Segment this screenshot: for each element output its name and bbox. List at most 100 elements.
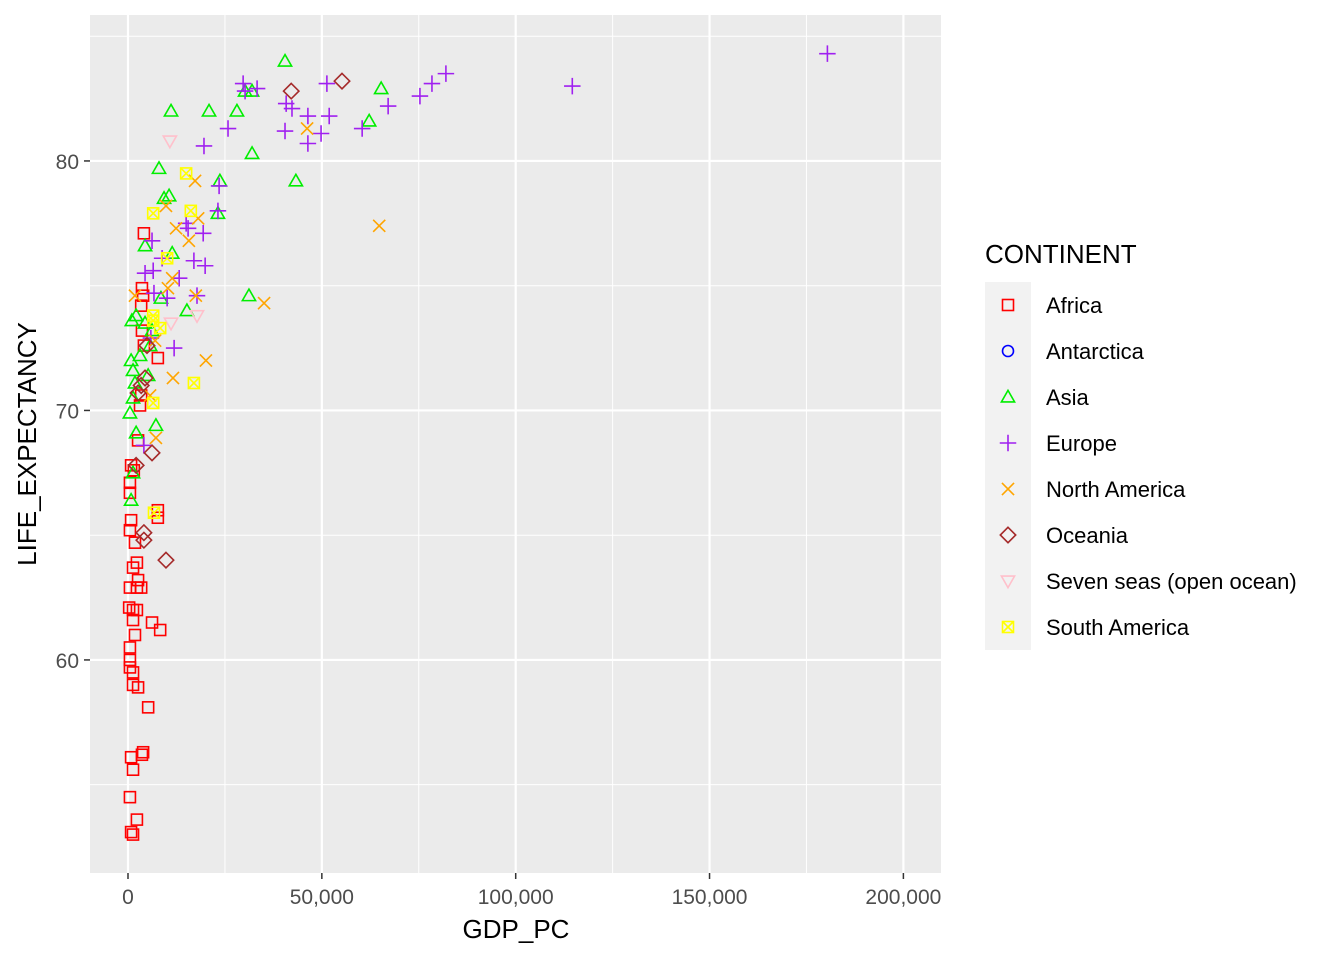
point-europe (142, 329, 160, 347)
point-asia (240, 287, 257, 302)
point-africa (130, 813, 144, 826)
x-tick-label: 50,000 (290, 886, 354, 909)
point-europe (145, 284, 163, 302)
point-europe (179, 220, 197, 237)
point-north-america (149, 431, 163, 445)
point-south-america (146, 309, 160, 322)
point-europe (196, 257, 214, 274)
point-south-america (147, 506, 161, 520)
legend-label: Oceania (1046, 523, 1129, 548)
legend-key-seven-seas-open-ocean- (1000, 575, 1016, 590)
point-asia (132, 347, 148, 362)
legend-label: Antarctica (1046, 339, 1145, 364)
point-africa (123, 523, 137, 537)
point-south-america (153, 321, 167, 335)
point-oceania (127, 456, 145, 475)
legend-key-background (985, 282, 1031, 650)
point-oceania (135, 523, 153, 542)
x-tick-label: 200,000 (865, 886, 941, 909)
point-north-america (189, 289, 203, 303)
point-asia (152, 289, 169, 304)
point-africa (141, 701, 155, 714)
point-africa (128, 628, 142, 642)
y-axis-label: LIFE_EXPECTANCY (12, 322, 42, 566)
point-asia (201, 102, 218, 117)
point-europe (136, 264, 154, 282)
point-oceania (132, 376, 151, 395)
point-europe (299, 107, 317, 125)
y-tick-label: 60 (56, 650, 79, 673)
point-europe (819, 45, 836, 62)
point-africa (124, 513, 138, 527)
point-seven-seas-open-ocean- (163, 317, 180, 332)
grid (90, 15, 941, 873)
point-oceania (135, 531, 153, 550)
point-europe (318, 75, 336, 92)
x-tick-label: 100,000 (478, 886, 554, 909)
point-asia (244, 145, 261, 160)
point-africa (134, 299, 148, 312)
x-axis-label: GDP_PC (463, 914, 570, 944)
point-africa (126, 561, 140, 574)
point-asia (163, 102, 180, 117)
point-north-america (300, 121, 314, 136)
point-africa (123, 641, 137, 654)
point-asia (123, 492, 140, 507)
point-europe (135, 437, 153, 454)
point-europe (144, 262, 162, 279)
point-africa (123, 653, 137, 667)
point-asia (121, 404, 138, 419)
point-south-america (179, 167, 193, 180)
point-africa (124, 825, 138, 839)
point-africa (153, 623, 167, 637)
legend-label: Europe (1046, 431, 1117, 456)
point-seven-seas-open-ocean- (161, 135, 178, 150)
legend-label: Asia (1046, 385, 1090, 410)
legend-key-europe (999, 434, 1017, 452)
point-europe (411, 87, 429, 105)
point-north-america (161, 281, 175, 295)
point-africa (131, 573, 145, 587)
legend-label: South America (1046, 615, 1190, 640)
legend-key-south-america (1001, 620, 1015, 634)
legend-title: CONTINENT (985, 239, 1137, 269)
point-europe (379, 97, 397, 115)
point-africa (126, 763, 140, 777)
point-europe (219, 120, 237, 137)
point-north-america (143, 388, 157, 403)
legend-key-antarctica (1001, 344, 1015, 358)
point-asia (125, 362, 142, 377)
point-asia (277, 52, 293, 67)
point-asia (128, 424, 145, 439)
point-europe (210, 177, 228, 195)
legend-label: Seven seas (open ocean) (1046, 569, 1297, 594)
legend: CONTINENT Africa Antarctica Asia Europe Nort… (985, 239, 1297, 650)
point-europe (248, 80, 266, 97)
point-oceania (138, 336, 156, 355)
point-asia (228, 102, 245, 117)
x-tick-label: 150,000 (672, 886, 748, 909)
point-africa (128, 536, 142, 549)
data-points (121, 45, 836, 841)
point-africa (126, 828, 140, 841)
point-oceania (143, 444, 161, 462)
point-africa (137, 227, 151, 240)
point-oceania (157, 551, 175, 569)
point-europe (209, 202, 227, 220)
point-europe (312, 125, 330, 142)
point-asia (140, 367, 157, 382)
y-tick-label: 70 (56, 400, 79, 423)
point-north-america (199, 353, 213, 368)
point-north-america (169, 221, 183, 235)
point-africa (123, 790, 137, 804)
point-south-america (184, 204, 198, 218)
point-north-america (159, 199, 173, 213)
legend-key-asia (1000, 388, 1016, 403)
point-europe (564, 77, 581, 95)
point-asia (178, 302, 195, 317)
point-europe (437, 65, 455, 82)
point-europe (195, 137, 213, 155)
point-europe (188, 287, 206, 304)
point-asia (151, 160, 167, 175)
point-africa (136, 289, 150, 302)
